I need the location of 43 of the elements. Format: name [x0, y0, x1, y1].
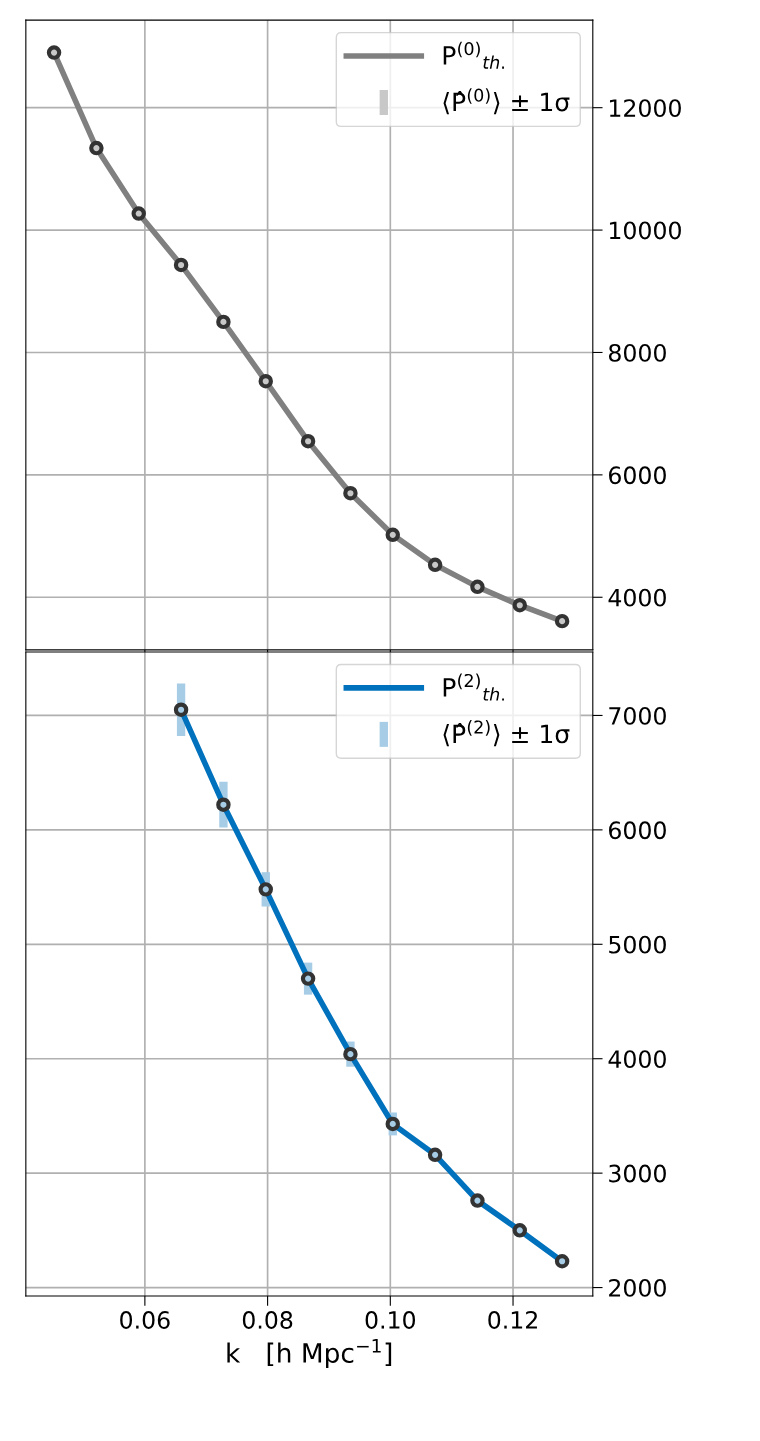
y-tick-label: 3000 [609, 1164, 666, 1183]
legend-label: ⟨P̂$^{(0)}$⟩ ± 1σ [443, 88, 570, 115]
point [554, 1254, 570, 1269]
x-tick-label: 0.10 [365, 1311, 416, 1329]
y-tick-label: 2000 [609, 1279, 666, 1297]
point [470, 1193, 485, 1208]
x-tick-label: 0.06 [120, 1311, 170, 1329]
y-tick-label: 8000 [608, 343, 666, 362]
point [216, 797, 231, 812]
y-tick-label: 10000 [609, 221, 681, 240]
y-tick-label: 4000 [608, 588, 666, 607]
y-tick-label: 6000 [609, 466, 666, 485]
point [258, 374, 273, 389]
point [554, 613, 570, 629]
point [46, 45, 62, 60]
point [300, 971, 316, 986]
x-tick-label: 0.12 [488, 1311, 537, 1329]
point [427, 1147, 443, 1163]
point [343, 1046, 358, 1062]
y-tick-label: 6000 [609, 821, 666, 840]
legend-label: ⟨P̂$^{(2)}$⟩ ± 1σ [443, 720, 570, 747]
point [385, 1116, 401, 1132]
point [470, 579, 485, 595]
x-axis-title: k [h Mpc$^{−1}$] [227, 1339, 392, 1369]
point [89, 140, 104, 156]
point [216, 314, 231, 330]
point [173, 702, 189, 717]
y-tick-label: 5000 [609, 935, 666, 954]
y-tick-label: 7000 [609, 706, 666, 725]
point [258, 882, 273, 897]
point [173, 257, 189, 273]
y-tick-label: 12000 [609, 99, 681, 117]
point [343, 485, 358, 501]
point [385, 527, 401, 543]
x-tick-label: 0.08 [242, 1311, 293, 1329]
y-tick-label: 4000 [608, 1050, 666, 1069]
point [131, 206, 146, 221]
legend-label: P$^{(0)}$$_{th.}$ [443, 41, 504, 69]
point [512, 597, 528, 613]
point [300, 433, 316, 449]
point [512, 1223, 528, 1238]
legend-label: P$^{(2)}$$_{th.}$ [443, 673, 504, 701]
point [427, 557, 443, 573]
